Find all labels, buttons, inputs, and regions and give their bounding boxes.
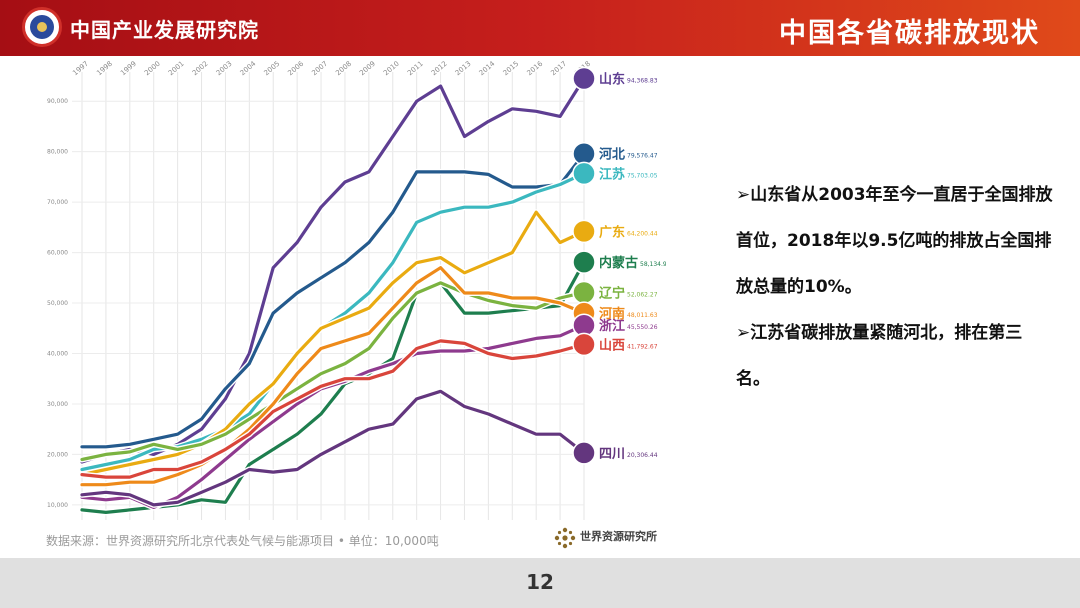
header-bar: 中国产业发展研究院 中国各省碳排放现状 bbox=[0, 0, 1080, 56]
y-tick-label: 80,000 bbox=[47, 149, 68, 156]
x-tick-label: 2015 bbox=[502, 60, 521, 78]
x-tick-label: 2006 bbox=[286, 59, 305, 77]
x-tick-label: 2007 bbox=[310, 60, 329, 78]
emissions-chart-container: 1997 1998 1999 2000 2001 2002 2003 2004 2005 2006… bbox=[36, 58, 671, 558]
y-tick-label: 70,000 bbox=[47, 199, 68, 206]
y-tick-label: 10,000 bbox=[47, 502, 68, 509]
bullet-list: ➢山东省从2003年至今一直居于全国排放首位，2018年以9.5亿吨的排放占全国… bbox=[736, 172, 1056, 402]
x-tick-label: 2009 bbox=[358, 60, 377, 78]
series-end-marker bbox=[572, 280, 596, 305]
series-end-value: 75,703.05 bbox=[627, 172, 658, 179]
y-tick-label: 90,000 bbox=[47, 98, 68, 105]
wri-logo-icon bbox=[554, 527, 576, 549]
series-end-marker bbox=[572, 441, 596, 465]
x-tick-label: 2003 bbox=[215, 60, 234, 78]
series-line bbox=[80, 281, 586, 462]
x-tick-label: 2014 bbox=[478, 59, 497, 77]
series-end-value: 58,134.92 bbox=[640, 261, 666, 268]
emissions-line-chart: 1997 1998 1999 2000 2001 2002 2003 2004 2005 2006… bbox=[47, 59, 671, 520]
series-end-marker bbox=[572, 161, 596, 186]
y-tick-label: 40,000 bbox=[47, 351, 68, 358]
series-end-value: 79,576.47 bbox=[627, 153, 658, 160]
x-tick-label: 2002 bbox=[191, 60, 210, 78]
series-end-value: 45,550.26 bbox=[627, 324, 658, 331]
y-tick-label: 50,000 bbox=[47, 300, 68, 307]
series-line bbox=[80, 210, 586, 477]
bullet-item: ➢山东省从2003年至今一直居于全国排放首位，2018年以9.5亿吨的排放占全国… bbox=[736, 185, 1053, 297]
series-label: 山东 bbox=[599, 72, 625, 88]
series-end-marker bbox=[572, 66, 596, 91]
series-end-value: 94,368.83 bbox=[627, 78, 658, 85]
series-line bbox=[80, 339, 586, 479]
series-label: 内蒙古 bbox=[599, 255, 638, 271]
x-tick-label: 2016 bbox=[526, 59, 545, 77]
x-tick-label: 2000 bbox=[143, 60, 162, 78]
series-line bbox=[80, 389, 586, 507]
x-tick-label: 2011 bbox=[406, 60, 425, 78]
series-label: 浙江 bbox=[599, 318, 625, 334]
y-tick-label: 20,000 bbox=[47, 451, 68, 458]
series-end-marker bbox=[572, 332, 596, 357]
series-line bbox=[80, 266, 586, 487]
series-end-value: 52,062.27 bbox=[627, 291, 658, 298]
series-label: 辽宁 bbox=[599, 285, 625, 301]
institute-logo bbox=[22, 7, 62, 47]
x-tick-label: 1998 bbox=[95, 60, 114, 78]
series-label: 河北 bbox=[599, 147, 625, 163]
source-note: 数据来源：世界资源研究所北京代表处气候与能源项目 • 单位：10,000吨 bbox=[46, 534, 439, 548]
series-end-marker bbox=[572, 219, 596, 244]
series-label: 河南 bbox=[599, 306, 625, 322]
org-name: 中国产业发展研究院 bbox=[70, 18, 259, 42]
series-label: 广东 bbox=[599, 224, 625, 240]
y-tick-label: 30,000 bbox=[47, 401, 68, 408]
series-line bbox=[80, 152, 586, 449]
series-end-marker bbox=[572, 250, 596, 274]
x-tick-label: 2013 bbox=[454, 60, 473, 78]
y-tick-label: 60,000 bbox=[47, 250, 68, 257]
x-tick-label: 2012 bbox=[430, 60, 449, 78]
footer-bar bbox=[0, 558, 1080, 608]
x-tick-label: 1997 bbox=[71, 60, 90, 78]
series-end-marker bbox=[572, 141, 596, 166]
wri-logo-text: 世界资源研究所 bbox=[580, 530, 657, 543]
x-tick-label: 2001 bbox=[167, 60, 186, 78]
x-tick-label: 2005 bbox=[263, 60, 282, 78]
series-end-value: 64,200.44 bbox=[627, 230, 658, 237]
x-tick-label: 2010 bbox=[382, 60, 401, 78]
series-end-value: 48,011.63 bbox=[627, 312, 658, 319]
series-label: 山西 bbox=[599, 337, 625, 353]
series-end-value: 20,306.44 bbox=[627, 452, 658, 459]
x-tick-label: 2008 bbox=[334, 60, 353, 78]
series-label: 江苏 bbox=[599, 166, 625, 182]
x-tick-label: 2017 bbox=[549, 60, 568, 78]
x-tick-label: 1999 bbox=[119, 60, 138, 78]
bullet-item: ➢江苏省碳排放量紧随河北，排在第三名。 bbox=[736, 323, 1023, 389]
x-tick-label: 2004 bbox=[239, 59, 258, 77]
series-label: 四川 bbox=[599, 447, 625, 462]
series-end-value: 41,792.67 bbox=[627, 343, 658, 350]
page-number: 12 bbox=[526, 570, 554, 594]
page-title: 中国各省碳排放现状 bbox=[779, 18, 1040, 49]
